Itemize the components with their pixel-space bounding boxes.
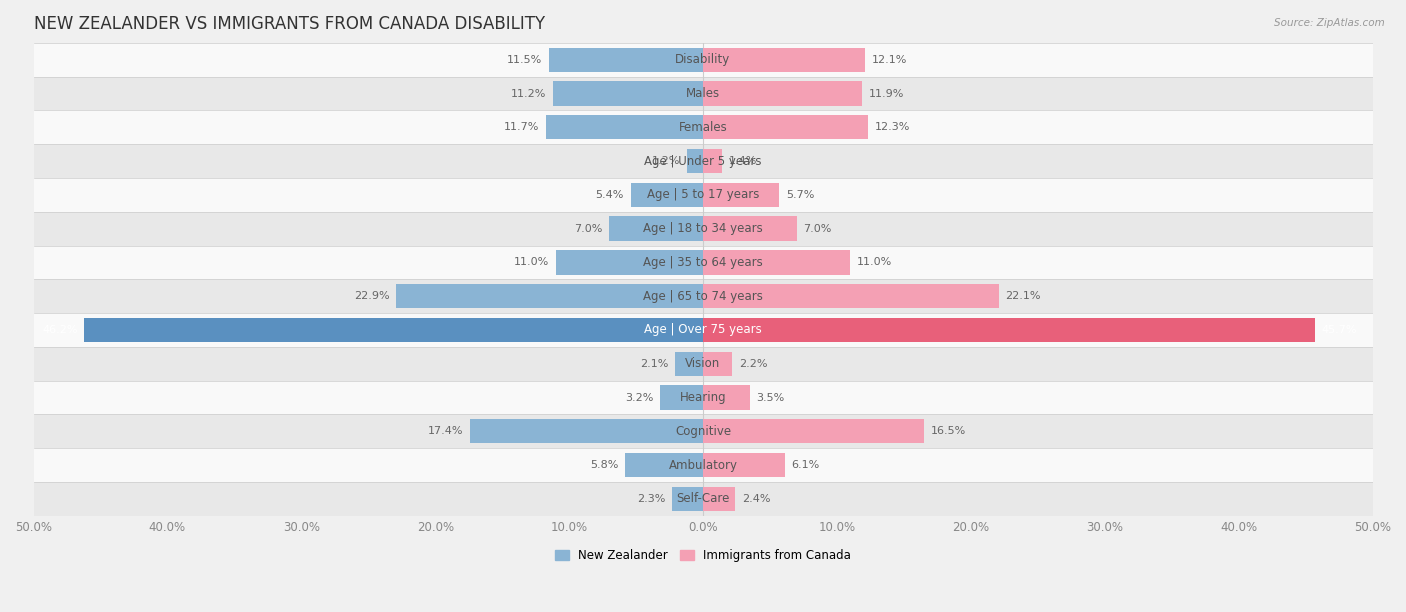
Text: Females: Females [679, 121, 727, 134]
Bar [34, 414, 1372, 448]
Text: Age | Under 5 years: Age | Under 5 years [644, 155, 762, 168]
Text: 1.2%: 1.2% [652, 156, 681, 166]
Bar [84, 318, 703, 342]
Text: 2.1%: 2.1% [640, 359, 668, 369]
Bar [34, 347, 1372, 381]
Bar [34, 178, 1372, 212]
Bar [703, 250, 851, 275]
Bar [626, 453, 703, 477]
Bar [661, 386, 703, 409]
Bar [396, 284, 703, 308]
Bar [34, 448, 1372, 482]
Text: Age | 5 to 17 years: Age | 5 to 17 years [647, 188, 759, 201]
Bar [631, 183, 703, 207]
Text: 5.8%: 5.8% [591, 460, 619, 470]
Text: 11.9%: 11.9% [869, 89, 904, 99]
Bar [34, 144, 1372, 178]
Legend: New Zealander, Immigrants from Canada: New Zealander, Immigrants from Canada [550, 544, 856, 567]
Bar [703, 318, 1315, 342]
Text: Age | 65 to 74 years: Age | 65 to 74 years [643, 289, 763, 303]
Text: 16.5%: 16.5% [931, 427, 966, 436]
Text: 45.7%: 45.7% [1322, 325, 1357, 335]
Text: Vision: Vision [685, 357, 721, 370]
Text: 11.7%: 11.7% [505, 122, 540, 132]
Bar [703, 419, 924, 444]
Text: 7.0%: 7.0% [803, 223, 832, 234]
Bar [703, 217, 797, 241]
Bar [703, 284, 998, 308]
Text: 5.7%: 5.7% [786, 190, 814, 200]
Bar [703, 115, 868, 140]
Text: 2.4%: 2.4% [742, 494, 770, 504]
Text: 12.3%: 12.3% [875, 122, 910, 132]
Bar [703, 386, 749, 409]
Text: 3.2%: 3.2% [626, 392, 654, 403]
Text: 11.0%: 11.0% [513, 258, 548, 267]
Bar [688, 149, 703, 173]
Text: 7.0%: 7.0% [574, 223, 603, 234]
Text: 11.2%: 11.2% [510, 89, 547, 99]
Text: 22.9%: 22.9% [354, 291, 389, 301]
Bar [548, 48, 703, 72]
Bar [470, 419, 703, 444]
Text: Hearing: Hearing [679, 391, 727, 404]
Bar [555, 250, 703, 275]
Text: Cognitive: Cognitive [675, 425, 731, 438]
Text: Age | 35 to 64 years: Age | 35 to 64 years [643, 256, 763, 269]
Bar [675, 352, 703, 376]
Text: 1.4%: 1.4% [728, 156, 756, 166]
Text: 12.1%: 12.1% [872, 55, 907, 65]
Bar [703, 453, 785, 477]
Text: Self-Care: Self-Care [676, 493, 730, 506]
Bar [34, 76, 1372, 110]
Text: 5.4%: 5.4% [596, 190, 624, 200]
Bar [703, 149, 721, 173]
Text: Males: Males [686, 87, 720, 100]
Bar [703, 487, 735, 511]
Text: 22.1%: 22.1% [1005, 291, 1040, 301]
Bar [34, 43, 1372, 76]
Text: Disability: Disability [675, 53, 731, 66]
Text: Source: ZipAtlas.com: Source: ZipAtlas.com [1274, 18, 1385, 28]
Text: Age | 18 to 34 years: Age | 18 to 34 years [643, 222, 763, 235]
Text: NEW ZEALANDER VS IMMIGRANTS FROM CANADA DISABILITY: NEW ZEALANDER VS IMMIGRANTS FROM CANADA … [34, 15, 544, 33]
Text: Ambulatory: Ambulatory [668, 458, 738, 472]
Bar [34, 381, 1372, 414]
Bar [609, 217, 703, 241]
Bar [34, 279, 1372, 313]
Text: 3.5%: 3.5% [756, 392, 785, 403]
Text: 2.3%: 2.3% [637, 494, 665, 504]
Bar [34, 245, 1372, 279]
Bar [547, 115, 703, 140]
Text: Age | Over 75 years: Age | Over 75 years [644, 324, 762, 337]
Bar [553, 81, 703, 106]
Bar [703, 183, 779, 207]
Bar [672, 487, 703, 511]
Text: 11.0%: 11.0% [858, 258, 893, 267]
Bar [34, 313, 1372, 347]
Text: 17.4%: 17.4% [427, 427, 464, 436]
Bar [703, 352, 733, 376]
Bar [34, 212, 1372, 245]
Text: 2.2%: 2.2% [740, 359, 768, 369]
Text: 46.2%: 46.2% [42, 325, 77, 335]
Bar [34, 110, 1372, 144]
Bar [34, 482, 1372, 516]
Bar [703, 81, 862, 106]
Text: 11.5%: 11.5% [508, 55, 543, 65]
Bar [703, 48, 865, 72]
Text: 6.1%: 6.1% [792, 460, 820, 470]
